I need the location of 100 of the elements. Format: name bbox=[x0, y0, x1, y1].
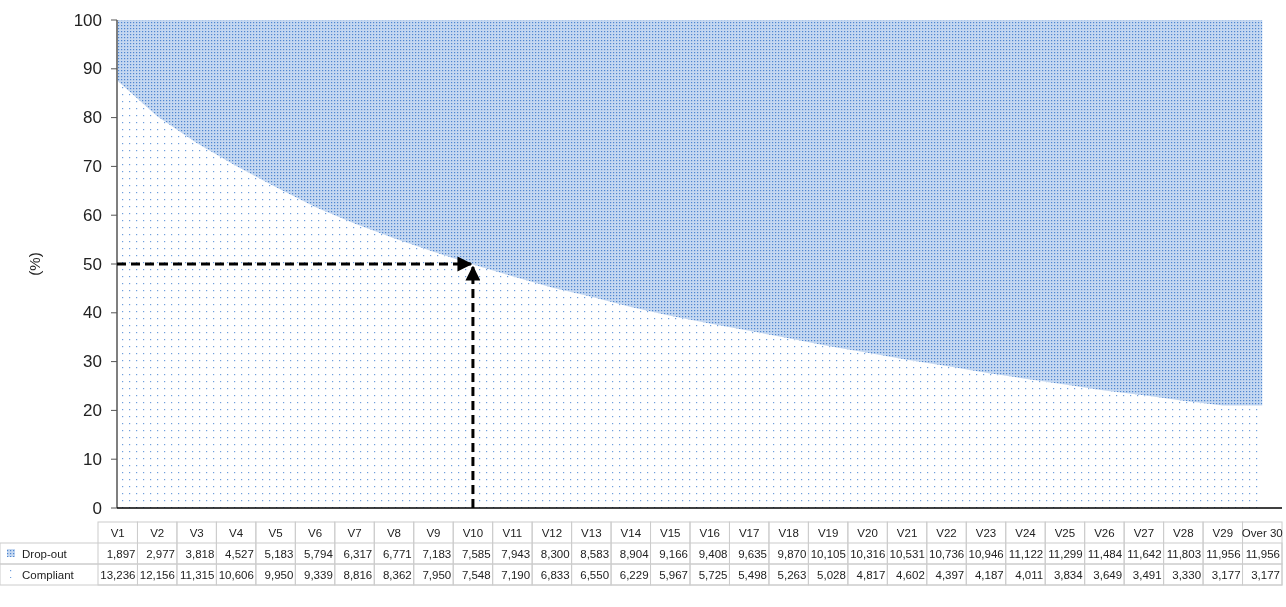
text: 3,818 bbox=[185, 547, 215, 560]
text: 10,736 bbox=[929, 547, 965, 560]
text: 4,817 bbox=[856, 568, 886, 581]
text: 3,834 bbox=[1053, 568, 1084, 581]
text: 3,491 bbox=[1132, 568, 1162, 581]
text: 9,166 bbox=[659, 547, 688, 560]
y-tick-label: 60 bbox=[83, 205, 102, 225]
text: 10,606 bbox=[218, 568, 254, 581]
text: 11,803 bbox=[1166, 547, 1202, 560]
x-tick-label: V10 bbox=[462, 526, 484, 539]
x-tick-label: V3 bbox=[189, 526, 204, 539]
text: 5,967 bbox=[659, 568, 688, 581]
x-tick-label: V8 bbox=[386, 526, 402, 539]
text: 7,585 bbox=[461, 547, 491, 560]
x-tick-label: V4 bbox=[229, 526, 244, 539]
x-tick-label: V20 bbox=[857, 526, 878, 539]
text: 10,316 bbox=[850, 547, 886, 560]
text: 8,816 bbox=[343, 568, 373, 581]
legend-label: Compliant bbox=[22, 568, 75, 581]
text: 3,649 bbox=[1093, 568, 1123, 581]
text: 3,330 bbox=[1172, 568, 1202, 581]
x-tick-label: V6 bbox=[308, 526, 323, 539]
text: 10,105 bbox=[810, 547, 846, 560]
y-tick-label: 50 bbox=[83, 254, 102, 274]
y-tick-label: 70 bbox=[83, 156, 102, 176]
text: 13,236 bbox=[100, 568, 136, 581]
x-tick-label: V2 bbox=[150, 526, 165, 539]
text: 7,183 bbox=[422, 547, 452, 560]
text: 9,950 bbox=[264, 568, 294, 581]
text: 5,263 bbox=[777, 568, 807, 581]
x-tick-label: V28 bbox=[1173, 526, 1194, 539]
x-tick-label: V13 bbox=[581, 526, 602, 539]
x-tick-label: V14 bbox=[620, 526, 642, 539]
text: 3,177 bbox=[1211, 568, 1241, 581]
text: 11,956 bbox=[1245, 547, 1280, 560]
text: 5,183 bbox=[264, 547, 294, 560]
text: 5,725 bbox=[698, 568, 728, 581]
x-tick-label: V23 bbox=[975, 526, 997, 539]
x-tick-label: V12 bbox=[541, 526, 563, 539]
text: 11,122 bbox=[1008, 547, 1044, 560]
y-tick-label: 40 bbox=[83, 303, 102, 323]
y-axis-title: (%) bbox=[26, 252, 43, 276]
x-tick-label: V15 bbox=[660, 526, 681, 539]
text: 6,229 bbox=[619, 568, 649, 581]
text: 11,642 bbox=[1127, 547, 1162, 560]
text: 4,397 bbox=[935, 568, 965, 581]
x-tick-label: Over 30 bbox=[1241, 526, 1283, 539]
x-tick-label: V9 bbox=[426, 526, 441, 539]
text: 10,946 bbox=[968, 547, 1004, 560]
text: 9,339 bbox=[304, 568, 333, 581]
text: 2,977 bbox=[146, 547, 175, 560]
x-tick-label: V26 bbox=[1094, 526, 1115, 539]
text: 8,300 bbox=[540, 547, 570, 560]
text: 7,950 bbox=[422, 568, 452, 581]
x-tick-label: V21 bbox=[896, 526, 918, 539]
text: 6,833 bbox=[540, 568, 570, 581]
y-tick-label: 20 bbox=[83, 400, 102, 420]
text: 5,498 bbox=[738, 568, 767, 581]
text: 5,028 bbox=[817, 568, 846, 581]
x-tick-label: V16 bbox=[699, 526, 720, 539]
text: 8,904 bbox=[619, 547, 650, 560]
text: 11,956 bbox=[1206, 547, 1241, 560]
x-tick-label: V19 bbox=[817, 526, 839, 539]
text: 3,177 bbox=[1251, 568, 1280, 581]
x-tick-label: V25 bbox=[1054, 526, 1076, 539]
x-tick-label: V1 bbox=[110, 526, 125, 539]
text: 9,408 bbox=[698, 547, 728, 560]
text: 11,484 bbox=[1087, 547, 1123, 560]
text: 6,550 bbox=[580, 568, 610, 581]
x-tick-label: V29 bbox=[1212, 526, 1234, 539]
text: 11,315 bbox=[180, 568, 215, 581]
text: 8,583 bbox=[580, 547, 610, 560]
x-tick-label: V27 bbox=[1133, 526, 1155, 539]
x-tick-label: V22 bbox=[936, 526, 957, 539]
text: 1,897 bbox=[106, 547, 136, 560]
text: 6,771 bbox=[382, 547, 412, 560]
text: 9,635 bbox=[738, 547, 767, 560]
text: 4,602 bbox=[896, 568, 925, 581]
x-tick-label: V5 bbox=[268, 526, 283, 539]
text: 4,527 bbox=[225, 547, 254, 560]
text: 8,362 bbox=[382, 568, 412, 581]
y-tick-label: 0 bbox=[92, 498, 102, 518]
text: 12,156 bbox=[139, 568, 175, 581]
text: 10,531 bbox=[889, 547, 925, 560]
x-tick-label: V24 bbox=[1015, 526, 1037, 539]
text: 7,943 bbox=[501, 547, 531, 560]
y-tick-label: 100 bbox=[73, 10, 102, 30]
text: 6,317 bbox=[343, 547, 373, 560]
text: 7,548 bbox=[461, 568, 491, 581]
text: 9,870 bbox=[777, 547, 807, 560]
y-tick-label: 90 bbox=[83, 59, 102, 79]
y-tick-label: 80 bbox=[83, 108, 102, 128]
y-tick-label: 30 bbox=[83, 352, 102, 372]
x-tick-label: V17 bbox=[738, 526, 760, 539]
x-tick-label: V7 bbox=[347, 526, 362, 539]
text: 5,794 bbox=[304, 547, 334, 560]
y-tick-label: 10 bbox=[83, 449, 102, 469]
text: 7,190 bbox=[501, 568, 531, 581]
legend-label: Drop-out bbox=[22, 547, 68, 560]
x-tick-label: V11 bbox=[502, 526, 523, 539]
